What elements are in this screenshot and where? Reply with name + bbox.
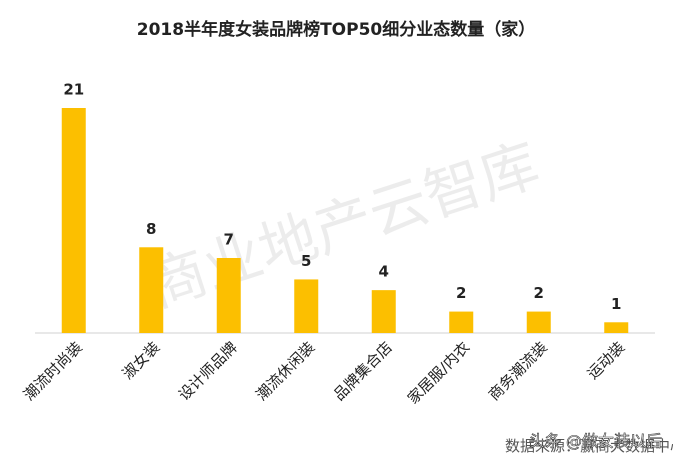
data-label: 2 xyxy=(534,284,544,302)
bar xyxy=(294,279,319,333)
chart-title: 2018半年度女装品牌榜TOP50细分业态数量（家） xyxy=(137,19,535,40)
data-label: 1 xyxy=(611,295,621,313)
source-note: 数据来源：赢商大数据中心 xyxy=(505,437,673,455)
data-label: 21 xyxy=(63,81,84,99)
data-label: 8 xyxy=(146,220,156,238)
bar xyxy=(604,322,629,333)
data-label: 7 xyxy=(224,231,234,249)
data-label: 5 xyxy=(301,252,311,270)
bar xyxy=(371,290,396,333)
bar xyxy=(526,311,551,333)
data-label: 4 xyxy=(379,263,389,281)
credit: 头条 @做女装以后 xyxy=(529,432,662,451)
bar xyxy=(449,311,474,333)
bar xyxy=(139,247,164,333)
bar xyxy=(61,108,86,333)
data-label: 2 xyxy=(456,284,466,302)
bar xyxy=(216,258,241,333)
